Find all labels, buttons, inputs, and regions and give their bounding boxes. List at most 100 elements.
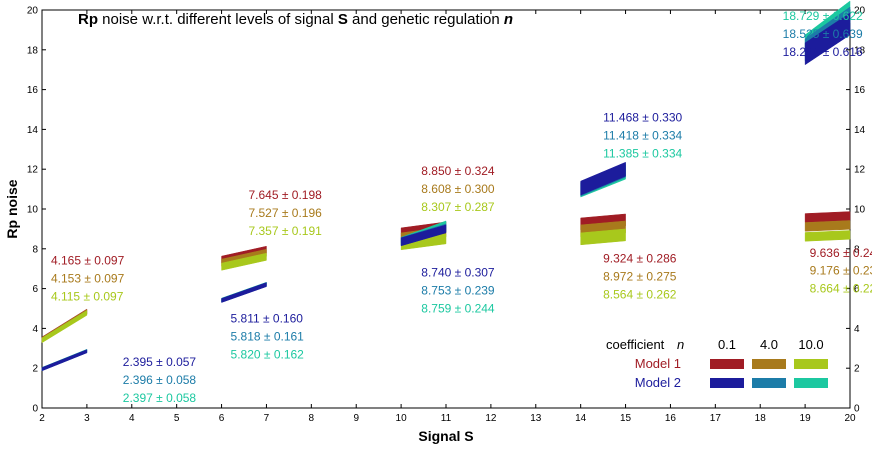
legend-model-label: Model 2 — [635, 375, 681, 390]
y-tick-label-right: 4 — [854, 324, 860, 335]
title-part-2: noise w.r.t. different levels of signal — [98, 11, 338, 28]
y-axis-ticks: 0 0 2 2 4 4 6 6 8 8 10 10 12 12 14 14 16 16 18 18 20 20 — [27, 6, 866, 415]
annotation-label: 4.165 ± 0.097 — [51, 254, 125, 268]
annotation-label: 9.324 ± 0.286 — [603, 252, 677, 266]
y-tick-label: 12 — [27, 165, 39, 176]
annotation-label: 8.753 ± 0.239 — [421, 284, 495, 298]
legend-swatch-m1_10.0 — [794, 359, 828, 369]
x-tick-label: 12 — [485, 413, 497, 424]
annotation-layer: 4.165 ± 0.097 4.153 ± 0.097 4.115 ± 0.097 2… — [51, 9, 872, 405]
legend: coefficient n 0.1 4.0 10.0 Model 1 Model 2 — [606, 337, 828, 390]
legend-swatch-m1_0.1 — [710, 359, 744, 369]
band-model2-n0.1 — [580, 161, 626, 196]
band-model1-n10.0 — [804, 230, 851, 242]
legend-coefficient-label: 4.0 — [760, 337, 778, 352]
annotation-label: 8.664 ± 0.221 — [810, 282, 872, 296]
x-tick-label: 3 — [84, 413, 90, 424]
y-tick-label-right: 18 — [854, 45, 866, 56]
annotation-label: 5.811 ± 0.160 — [231, 311, 304, 325]
y-tick-label: 20 — [27, 6, 39, 17]
y-tick-label-right: 16 — [854, 85, 866, 96]
y-tick-label: 18 — [27, 45, 39, 56]
x-tick-label: 19 — [800, 413, 812, 424]
x-tick-label: 9 — [353, 413, 359, 424]
y-tick-label-right: 2 — [854, 364, 860, 375]
x-tick-label: 11 — [441, 413, 452, 424]
annotation-label: 8.608 ± 0.300 — [421, 182, 495, 196]
x-tick-label: 18 — [755, 413, 767, 424]
x-tick-label: 15 — [620, 413, 632, 424]
legend-model-label: Model 1 — [635, 356, 681, 371]
annotation-label: 9.176 ± 0.234 — [810, 264, 872, 278]
x-axis-label: Signal S — [418, 428, 473, 444]
x-tick-label: 4 — [129, 413, 135, 424]
y-tick-label-right: 14 — [854, 125, 866, 136]
annotation-label: 18.286 ± 0.616 — [783, 45, 863, 59]
legend-swatch-m2_10.0 — [794, 378, 828, 388]
chart-title: Rp noise w.r.t. different levels of sign… — [78, 11, 513, 28]
annotation-label: 8.564 ± 0.262 — [603, 288, 677, 302]
annotation-label: 4.153 ± 0.097 — [51, 272, 125, 286]
annotation-label: 11.385 ± 0.334 — [603, 146, 682, 160]
series-layer — [41, 0, 851, 372]
legend-coefficient-label: 10.0 — [798, 337, 823, 352]
legend-swatch-m2_0.1 — [710, 378, 744, 388]
y-tick-label-right: 6 — [854, 284, 860, 295]
y-tick-label-right: 10 — [854, 205, 866, 216]
legend-title: coefficient — [606, 337, 665, 352]
band-model1-n10.0 — [41, 310, 88, 344]
y-tick-label-right: 12 — [854, 165, 866, 176]
x-tick-label: 6 — [219, 413, 225, 424]
x-tick-label: 17 — [710, 413, 722, 424]
legend-title-variable: n — [677, 337, 684, 352]
x-axis-ticks: 2 3 4 5 6 7 8 9 10 11 12 13 14 15 16 17 18 19 20 — [39, 10, 856, 424]
y-tick-label: 4 — [32, 324, 38, 335]
y-tick-label: 6 — [32, 284, 38, 295]
title-part-4: and genetic regulation — [348, 11, 504, 28]
band-model1-n10.0 — [580, 228, 626, 246]
y-tick-label: 2 — [32, 364, 38, 375]
legend-title-text: coefficient — [606, 337, 665, 352]
x-tick-label: 20 — [844, 413, 856, 424]
annotation-label: 7.527 ± 0.196 — [248, 206, 322, 220]
y-tick-label-right: 0 — [854, 404, 860, 415]
annotation-label: 9.636 ± 0.243 — [810, 246, 872, 260]
annotation-label: 8.307 ± 0.287 — [421, 200, 495, 214]
x-tick-label: 5 — [174, 413, 180, 424]
y-tick-label: 16 — [27, 85, 39, 96]
annotation-label: 18.525 ± 0.639 — [783, 27, 863, 41]
x-tick-label: 8 — [309, 413, 315, 424]
x-tick-label: 10 — [396, 413, 408, 424]
annotation-label: 11.418 ± 0.334 — [603, 128, 682, 142]
band-model2-n0.1 — [400, 224, 447, 247]
y-tick-label-right: 20 — [854, 6, 866, 17]
legend-swatch-m2_4.0 — [752, 378, 786, 388]
y-tick-label: 10 — [27, 205, 39, 216]
annotation-label: 8.850 ± 0.324 — [421, 164, 495, 178]
annotation-label: 18.729 ± 0.622 — [783, 9, 863, 23]
y-tick-label: 0 — [32, 404, 38, 415]
band-model2-n0.1 — [804, 12, 851, 66]
y-tick-label-right: 8 — [854, 244, 860, 255]
y-tick-label: 14 — [27, 125, 39, 136]
annotation-label: 8.759 ± 0.244 — [421, 301, 495, 315]
y-axis-label: Rp noise — [4, 179, 20, 238]
x-tick-label: 16 — [665, 413, 677, 424]
legend-coefficient-label: 0.1 — [718, 337, 736, 352]
annotation-label: 4.115 ± 0.097 — [51, 290, 124, 304]
title-part-3: S — [338, 11, 348, 28]
band-model1-n4.0 — [804, 220, 851, 232]
annotation-label: 5.818 ± 0.161 — [231, 329, 305, 343]
annotation-label: 11.468 ± 0.330 — [603, 110, 682, 124]
annotation-label: 2.397 ± 0.058 — [123, 391, 197, 405]
annotation-label: 8.740 ± 0.307 — [421, 266, 495, 280]
title-part-1: Rp — [78, 11, 98, 28]
x-tick-label: 13 — [530, 413, 542, 424]
legend-swatch-m1_4.0 — [752, 359, 786, 369]
annotation-label: 2.395 ± 0.057 — [123, 355, 197, 369]
x-tick-label: 2 — [39, 413, 45, 424]
annotation-label: 7.645 ± 0.198 — [248, 188, 322, 202]
title-part-5: n — [504, 11, 513, 28]
annotation-label: 5.820 ± 0.162 — [231, 347, 305, 361]
